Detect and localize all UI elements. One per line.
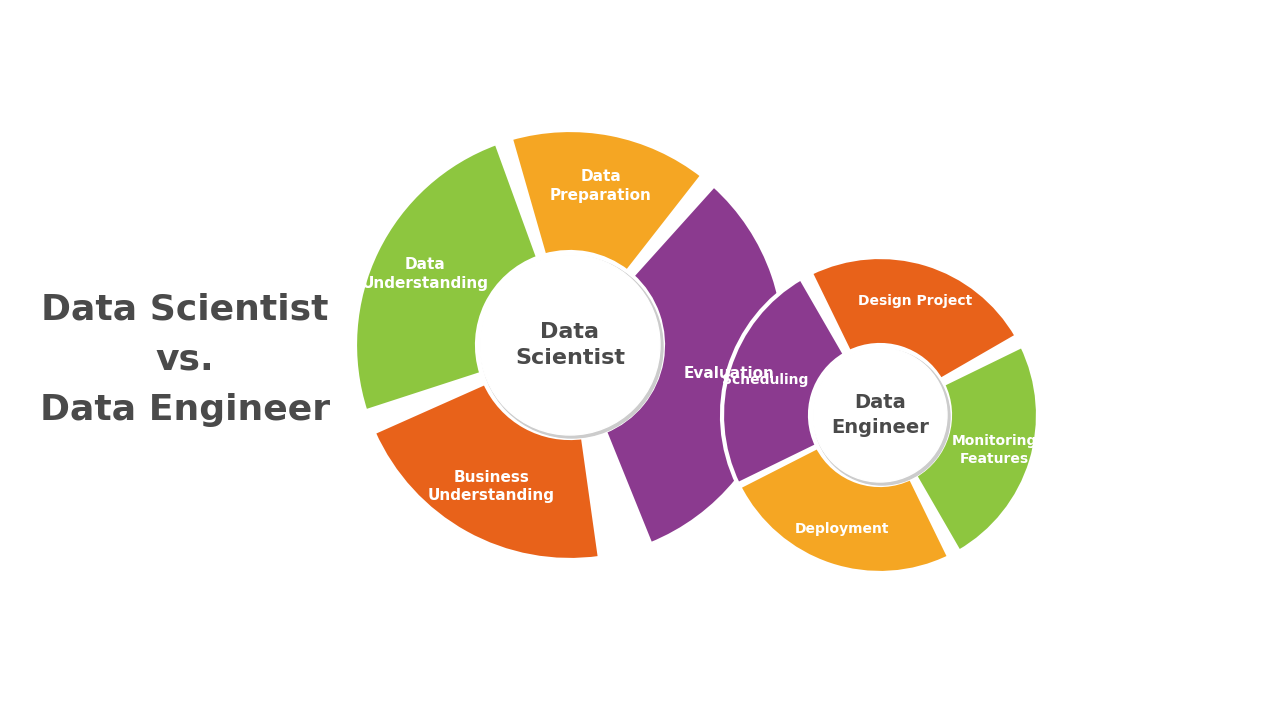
Circle shape [814,349,950,485]
Wedge shape [740,447,950,573]
Text: Data Scientist
vs.
Data Engineer: Data Scientist vs. Data Engineer [40,293,330,427]
Text: Design Project: Design Project [858,294,972,307]
Circle shape [813,348,947,482]
Text: Data
Preparation: Data Preparation [550,169,652,203]
Wedge shape [722,278,845,485]
Text: Data
Scientist: Data Scientist [515,322,625,368]
Circle shape [480,255,660,435]
Wedge shape [605,185,785,544]
Wedge shape [511,130,703,271]
Text: Data
Understanding: Data Understanding [361,257,488,291]
Wedge shape [374,383,600,560]
Wedge shape [915,346,1038,552]
Circle shape [481,256,663,438]
Wedge shape [810,257,1016,380]
Text: Monitoring
Features: Monitoring Features [952,434,1037,466]
Text: Deployment: Deployment [795,521,890,536]
Text: Evaluation: Evaluation [684,366,774,381]
Text: Scheduling: Scheduling [722,373,809,387]
Wedge shape [355,143,538,411]
Text: Business
Understanding: Business Understanding [428,469,556,503]
Text: Data
Engineer: Data Engineer [831,393,929,437]
